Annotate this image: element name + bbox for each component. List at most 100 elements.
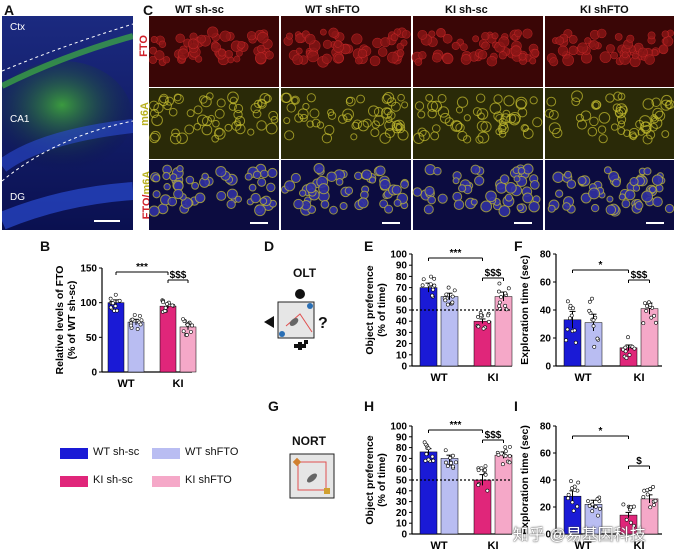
y-tick-label: 60	[396, 465, 408, 476]
micrograph-r2-c1	[281, 160, 411, 230]
y-tick-label: 50	[396, 476, 408, 487]
data-point	[501, 463, 504, 466]
data-point	[423, 441, 426, 444]
cell	[499, 52, 506, 59]
y-tick-label: 30	[396, 328, 408, 339]
data-point	[566, 497, 569, 500]
y-tick-label: 60	[540, 449, 552, 460]
group-label-wt: WT	[117, 378, 134, 390]
micrograph-r2-c3	[545, 160, 674, 230]
data-point	[624, 346, 627, 349]
y-tick-label: 10	[396, 519, 408, 530]
data-point	[422, 278, 425, 281]
y-tick-label: 40	[396, 317, 408, 328]
micrograph-r1-c3	[545, 88, 674, 159]
data-point	[444, 449, 447, 452]
data-point	[111, 302, 114, 305]
data-point	[484, 464, 487, 467]
y-tick-label: 90	[396, 432, 408, 443]
cell	[482, 42, 490, 50]
cell	[606, 44, 614, 52]
group-label-wt: WT	[574, 372, 591, 384]
data-point	[449, 456, 452, 459]
data-point	[652, 503, 655, 506]
olt-object-2	[279, 331, 285, 337]
data-point	[138, 314, 141, 317]
y-tick-label: 60	[540, 278, 552, 289]
y-tick-label: 20	[540, 334, 552, 345]
bar-H-0	[420, 452, 437, 534]
data-point	[109, 297, 112, 300]
data-point	[499, 295, 502, 298]
cell	[255, 53, 266, 64]
cell	[195, 56, 202, 63]
data-point	[431, 288, 434, 291]
data-point	[431, 455, 434, 458]
bar-B-0	[108, 303, 124, 372]
y-tick-label: 50	[396, 306, 408, 317]
data-point	[594, 505, 597, 508]
micrograph-r1-c0	[149, 88, 279, 159]
data-point	[645, 304, 648, 307]
data-point	[433, 277, 436, 280]
y-tick-label: 60	[396, 294, 408, 305]
cell	[523, 29, 532, 38]
cell	[151, 36, 157, 42]
data-point	[476, 315, 479, 318]
olt-cross-marker	[294, 340, 308, 350]
cell	[662, 31, 669, 38]
cell	[155, 51, 165, 61]
cell	[286, 33, 292, 39]
micrograph-r0-c3	[545, 16, 674, 87]
y-tick-label: 50	[86, 333, 98, 344]
y-tick-label: 90	[396, 261, 408, 272]
cell	[257, 32, 268, 43]
panel-c-grid	[149, 16, 674, 230]
data-point	[181, 318, 184, 321]
cell	[558, 46, 568, 56]
data-point	[449, 461, 452, 464]
data-point	[646, 493, 649, 496]
sig-label-2: $$$	[485, 430, 502, 441]
group-label-wt: WT	[430, 372, 447, 384]
data-point	[185, 333, 188, 336]
cell	[402, 30, 410, 38]
data-point	[451, 465, 454, 468]
olt-triangle-marker	[264, 316, 274, 328]
y-tick-label: 0	[401, 530, 407, 541]
cell	[563, 55, 574, 66]
bar-H-2	[474, 480, 491, 534]
group-label-ki: KI	[173, 378, 184, 390]
cell	[370, 56, 380, 66]
data-point	[451, 301, 454, 304]
data-point	[477, 469, 480, 472]
data-point	[586, 500, 589, 503]
data-point	[591, 510, 594, 513]
data-point	[642, 495, 645, 498]
data-point	[504, 292, 507, 295]
group-label-wt: WT	[430, 540, 447, 552]
region-ca1: CA1	[10, 114, 29, 125]
cell	[352, 34, 362, 44]
group-label-ki: KI	[634, 372, 645, 384]
cell	[415, 59, 422, 66]
cell	[257, 45, 265, 53]
micrograph-r2-c0	[149, 160, 279, 230]
y-axis-label: Exploration time (sec)	[519, 255, 531, 365]
data-point	[507, 287, 510, 290]
data-point	[576, 505, 579, 508]
data-point	[114, 293, 117, 296]
data-point	[571, 501, 574, 504]
cell	[418, 30, 427, 39]
data-point	[487, 320, 490, 323]
cell	[329, 28, 338, 37]
chart-h: 0102030405060708090100Object preference(…	[362, 398, 517, 558]
data-point	[629, 506, 632, 509]
data-point	[625, 356, 628, 359]
data-point	[626, 336, 629, 339]
cell	[323, 40, 331, 48]
micrograph-r0-c0	[149, 16, 279, 87]
y-tick-label: 70	[396, 454, 408, 465]
data-point	[508, 461, 511, 464]
